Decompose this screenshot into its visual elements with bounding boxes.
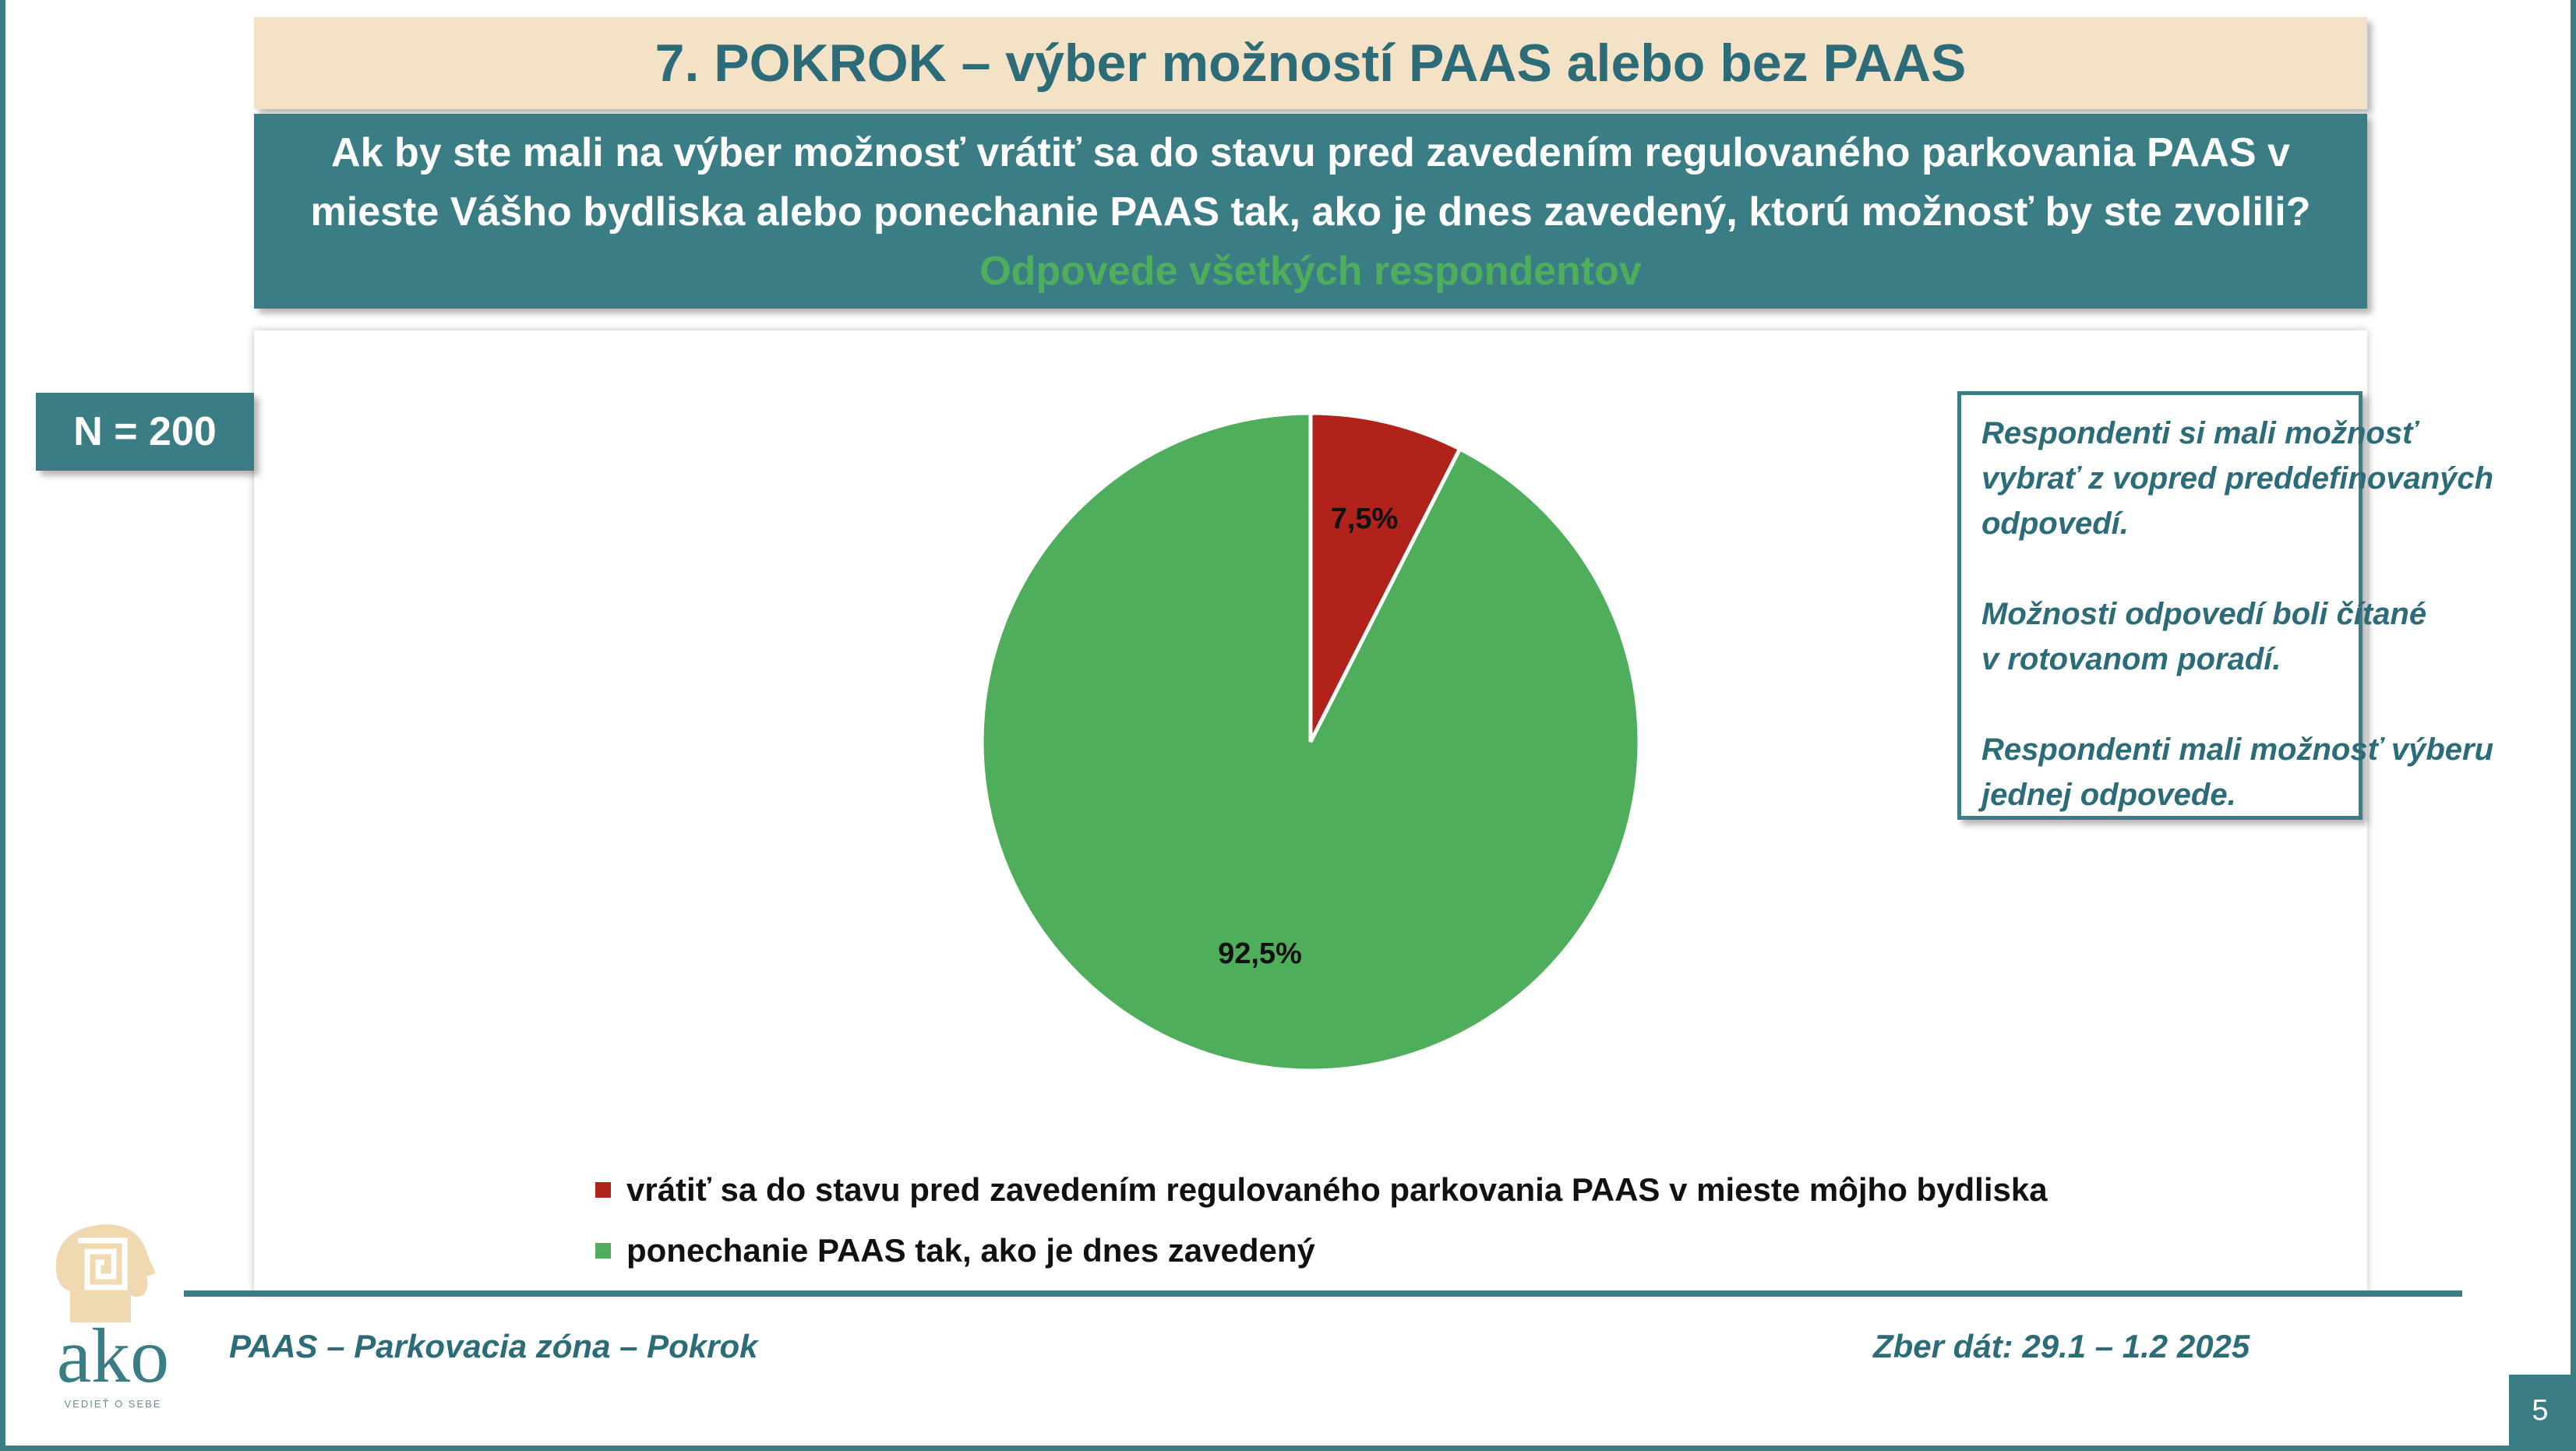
note-line: vybrať z vopred preddefinovaných [1981,461,2494,496]
sample-size-label: N = 200 [73,409,217,454]
footer-divider [184,1290,2462,1297]
legend-label-return: vrátiť sa do stavu pred zavedením regulo… [626,1171,2048,1208]
logo-text: ako [56,1312,170,1399]
legend-item-return: vrátiť sa do stavu pred zavedením regulo… [595,1160,2048,1220]
slide-title-text: 7. POKROK – výber možností PAAS alebo be… [655,34,1967,93]
sample-size-badge: N = 200 [36,393,254,471]
note-paragraph-3: Respondenti mali možnosť výberu jednej o… [1981,727,2494,817]
ako-logo: ako VEDIEŤ O SEBE [39,1217,187,1412]
page-number-text: 5 [2532,1393,2549,1427]
legend-swatch-red [595,1182,611,1198]
page-number: 5 [2509,1375,2571,1446]
pie-slice-0 [1308,411,1463,743]
question-line-1: Ak by ste mali na výber možnosť vrátiť s… [331,130,2290,175]
chart-legend: vrátiť sa do stavu pred zavedením regulo… [595,1160,2048,1281]
footer-project-label: PAAS – Parkovacia zóna – Pokrok [229,1328,758,1365]
question-box: Ak by ste mali na výber možnosť vrátiť s… [254,114,2367,309]
question-subtitle: Odpovede všetkých respondentov [979,249,1642,294]
legend-label-keep: ponechanie PAAS tak, ako je dnes zaveden… [626,1232,1315,1269]
head-profile-icon [55,1224,157,1322]
footer-date-label: Zber dát: 29.1 – 1.2 2025 [1873,1328,2250,1365]
legend-item-keep: ponechanie PAAS tak, ako je dnes zaveden… [595,1220,2048,1281]
legend-swatch-green [595,1243,611,1259]
note-line: odpovedí. [1981,507,2129,541]
note-line: jednej odpovede. [1981,778,2236,812]
note-line: Respondenti si mali možnosť [1981,416,2418,450]
note-paragraph-2: Možnosti odpovedí boli čítané v rotovano… [1981,591,2427,682]
pie-slice-1 [979,411,1642,1073]
question-line-2: mieste Vášho bydliska alebo ponechanie P… [310,189,2311,235]
methodology-note: Respondenti si mali možnosť vybrať z vop… [1957,391,2494,820]
note-paragraph-1: Respondenti si mali možnosť vybrať z vop… [1981,411,2494,546]
note-line: Respondenti mali možnosť výberu [1981,733,2494,767]
slide-title: 7. POKROK – výber možností PAAS alebo be… [254,17,2367,109]
note-line: v rotovanom poradí. [1981,642,2281,676]
pie-slice-label-1: 92,5% [1218,937,1302,970]
note-line: Možnosti odpovedí boli čítané [1981,597,2427,631]
pie-slice-label-0: 7,5% [1331,503,1399,535]
logo-tagline: VEDIEŤ O SEBE [64,1398,162,1410]
